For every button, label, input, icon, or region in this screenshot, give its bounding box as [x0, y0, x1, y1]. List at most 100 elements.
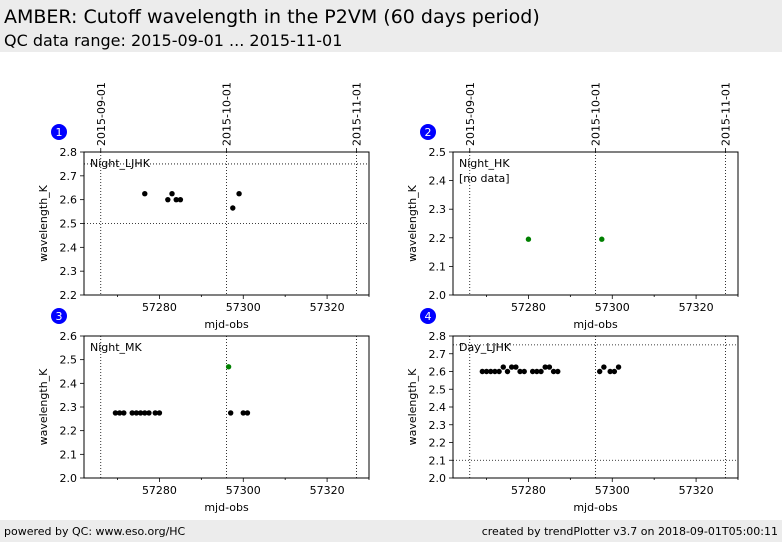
y-axis-label: wavelength_K [406, 368, 419, 446]
y-tick-label: 2.3 [429, 419, 447, 432]
data-point [142, 191, 148, 197]
chart-panel-1: 2015-09-01 2015-10-01 2015-11-01 2.2 2.3 2.4 2… [37, 82, 370, 331]
data-point [230, 205, 236, 211]
data-point [550, 368, 557, 375]
date-label: 2015-10-01 [590, 82, 603, 146]
y-tick-label: 2.5 [60, 218, 78, 231]
x-tick-label: 57320 [679, 301, 714, 314]
data-point [142, 410, 148, 416]
y-tick-label: 2.6 [60, 194, 78, 207]
data-point [534, 368, 540, 375]
y-tick-label: 2.5 [429, 383, 447, 396]
y-tick-label: 2.2 [60, 425, 78, 438]
data-point [165, 196, 171, 203]
date-label: 2015-10-01 [221, 82, 234, 146]
x-tick-label: 57320 [310, 484, 345, 497]
x-axis-label: mjd-obs [573, 501, 618, 514]
data-point [173, 196, 179, 203]
data-point [521, 368, 527, 375]
page-subtitle: QC data range: 2015-09-01 ... 2015-11-01 [4, 31, 343, 50]
footer-generator: created by trendPlotter v3.7 on 2018-09-… [481, 525, 778, 538]
data-point [596, 368, 603, 375]
data-point [129, 410, 135, 416]
y-tick-label: 2.2 [429, 232, 447, 245]
data-point [607, 368, 613, 375]
data-point [152, 410, 158, 416]
y-tick-label: 2.1 [429, 454, 447, 467]
data-point [504, 368, 511, 375]
y-tick-label: 2.0 [429, 289, 447, 302]
x-tick-label: 57280 [142, 484, 177, 497]
y-tick-label: 2.7 [60, 170, 78, 183]
y-tick-label: 2.1 [60, 448, 78, 461]
panel-number-badge [420, 308, 436, 324]
date-label: 2015-11-01 [350, 82, 363, 146]
data-point [496, 368, 502, 375]
x-axis-label: mjd-obs [204, 501, 249, 514]
y-axis-label: wavelength_K [406, 184, 419, 262]
panel-label: Night_LJHK [90, 157, 151, 170]
panel-number: 3 [56, 310, 63, 323]
y-tick-label: 2.3 [60, 265, 78, 278]
data-point [169, 191, 175, 197]
report-footer: powered by QC: www.eso.org/HC created by… [0, 520, 782, 542]
data-point [177, 196, 184, 203]
data-point [546, 364, 553, 370]
y-tick-label: 2.4 [429, 175, 447, 188]
y-tick-label: 2.8 [429, 330, 447, 343]
y-tick-label: 2.2 [429, 437, 447, 450]
data-point [236, 191, 242, 197]
y-axis-label: wavelength_K [37, 368, 50, 446]
x-tick-label: 57300 [595, 484, 630, 497]
y-tick-label: 2.1 [429, 260, 447, 273]
data-point [240, 410, 246, 416]
chart-panel-2: 2015-09-01 2015-10-01 2015-11-01 2.0 2.1 2.2 2… [406, 82, 739, 331]
footer-credit: powered by QC: www.eso.org/HC [4, 525, 186, 538]
x-tick-label: 57300 [226, 301, 261, 314]
report-header: AMBER: Cutoff wavelength in the P2VM (60… [0, 0, 782, 52]
y-tick-label: 2.5 [429, 146, 447, 159]
data-point [555, 368, 561, 375]
date-label: 2015-09-01 [95, 82, 108, 146]
data-point [517, 368, 523, 375]
x-tick-label: 57300 [226, 484, 261, 497]
y-tick-label: 2.4 [60, 377, 78, 390]
data-point [121, 410, 127, 416]
x-tick-label: 57320 [679, 484, 714, 497]
panel-number: 1 [56, 126, 63, 139]
y-tick-label: 2.3 [60, 401, 78, 414]
x-tick-label: 57300 [595, 301, 630, 314]
data-point [156, 410, 163, 416]
x-tick-label: 57280 [511, 301, 546, 314]
no-data-note: [no data] [459, 172, 510, 185]
panel-number-badge [51, 308, 67, 324]
data-point [116, 410, 123, 416]
y-axis-label: wavelength_K [37, 184, 50, 262]
data-point [479, 368, 486, 375]
y-tick-label: 2.4 [60, 241, 78, 254]
data-point [244, 410, 251, 416]
data-point [225, 364, 232, 370]
panel-number-badge [51, 124, 67, 140]
x-tick-label: 57280 [142, 301, 177, 314]
x-tick-label: 57320 [310, 301, 345, 314]
data-point [227, 410, 234, 416]
data-point [542, 364, 548, 370]
y-tick-label: 2.0 [60, 472, 78, 485]
data-point [529, 368, 536, 375]
panel-number-badge [420, 124, 436, 140]
data-point [508, 364, 515, 370]
data-point [538, 368, 544, 375]
plot-frame [452, 151, 739, 296]
data-point [112, 410, 119, 416]
date-label: 2015-09-01 [464, 82, 477, 146]
y-tick-label: 2.7 [429, 348, 447, 361]
data-point [133, 410, 140, 416]
data-point [513, 364, 519, 370]
data-point [146, 410, 152, 416]
y-tick-label: 2.6 [429, 366, 447, 379]
data-point [488, 368, 494, 375]
y-tick-label: 2.4 [429, 401, 447, 414]
date-label: 2015-11-01 [719, 82, 732, 146]
data-point [601, 364, 607, 370]
